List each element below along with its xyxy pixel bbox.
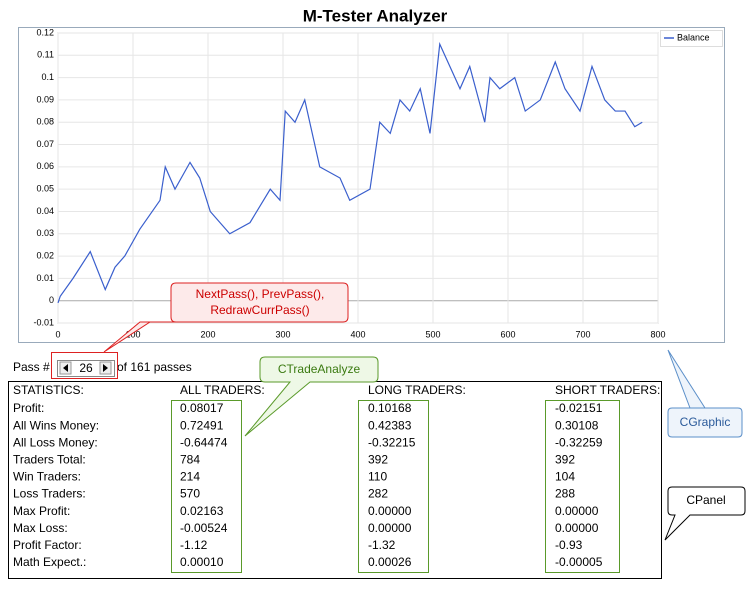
legend-box (660, 30, 723, 47)
pass-total: of 161 passes (117, 360, 192, 374)
callout-text: RedrawCurrPass() (210, 303, 309, 317)
y-tick-label: 0.05 (36, 184, 54, 194)
next-arrow (103, 364, 108, 372)
table-cell: 0.10168 (368, 401, 412, 415)
row-label: Loss Traders: (13, 487, 86, 501)
legend: Balance (660, 30, 723, 47)
table-cell: 0.00026 (368, 555, 412, 569)
table-cell: 392 (368, 452, 388, 466)
column-highlight (171, 400, 242, 573)
stats-table: STATISTICS: ALL TRADERS: LONG TRADERS: SHOR… (13, 383, 660, 569)
y-tick-label: 0.06 (36, 161, 54, 171)
callout-text: NextPass(), PrevPass(), (196, 287, 325, 301)
table-cell: 0.00000 (368, 504, 412, 518)
chart-title: M-Tester Analyzer (303, 6, 448, 25)
table-cell: 0.30108 (555, 418, 599, 432)
table-cell: 282 (368, 487, 388, 501)
graphic-callout (667, 349, 743, 438)
column-highlight (358, 400, 429, 573)
pass-label: Pass # (13, 360, 50, 374)
table-cell: 0.00010 (180, 555, 224, 569)
y-tick-label: 0.12 (36, 27, 54, 37)
y-tick-label: 0.1 (41, 72, 54, 82)
x-tick-label: 400 (350, 329, 365, 339)
table-cell: 0.72491 (180, 418, 224, 432)
stats-panel (8, 381, 662, 579)
methods-callout (103, 282, 349, 353)
legend-label: Balance (677, 32, 710, 42)
table-cell: -0.00524 (180, 521, 228, 535)
table-cell: -0.32259 (555, 435, 603, 449)
pass-number[interactable]: 26 (79, 361, 93, 375)
y-tick-label: 0.02 (36, 250, 54, 260)
table-cell: -0.64474 (180, 435, 228, 449)
y-tick-label: 0.01 (36, 273, 54, 283)
table-cell: 0.00000 (368, 521, 412, 535)
y-tick-label: 0.09 (36, 94, 54, 104)
row-label: Max Loss: (13, 521, 68, 535)
table-cell: 784 (180, 452, 200, 466)
row-label: All Loss Money: (13, 435, 98, 449)
table-header: SHORT TRADERS: (555, 383, 660, 397)
table-cell: 0.08017 (180, 401, 224, 415)
table-cell: 110 (368, 470, 387, 484)
x-tick-label: 200 (200, 329, 215, 339)
table-cell: -0.93 (555, 538, 583, 552)
table-header: ALL TRADERS: (180, 383, 265, 397)
callout-text: CGraphic (680, 415, 731, 429)
y-tick-label: 0.04 (36, 206, 54, 216)
trade-analyze-callout (244, 356, 379, 437)
table-cell: 0.02163 (180, 504, 224, 518)
y-tick-label: 0.11 (37, 50, 54, 60)
table-cell: 104 (555, 470, 575, 484)
row-label: Profit: (13, 401, 44, 415)
table-header: STATISTICS: (13, 383, 84, 397)
row-label: Max Profit: (13, 504, 70, 518)
y-tick-label: 0.08 (36, 117, 54, 127)
y-tick-label: 0 (49, 295, 54, 305)
table-cell: -1.32 (368, 538, 396, 552)
grid: -0.0100.010.020.030.040.050.060.070.080.… (33, 27, 665, 339)
row-label: Traders Total: (13, 452, 86, 466)
row-label: Win Traders: (13, 470, 81, 484)
balance-line (57, 41, 643, 304)
x-tick-label: 500 (425, 329, 440, 339)
table-cell: 0.42383 (368, 418, 412, 432)
table-cell: 392 (555, 452, 575, 466)
table-cell: -0.02151 (555, 401, 603, 415)
table-cell: -0.32215 (368, 435, 416, 449)
table-cell: 0.00000 (555, 521, 599, 535)
x-tick-label: 300 (275, 329, 290, 339)
y-tick-label: 0.03 (36, 228, 54, 238)
y-tick-label: 0.07 (36, 139, 54, 149)
panel-callout (664, 486, 746, 541)
column-highlight (545, 400, 620, 573)
x-tick-label: 600 (500, 329, 515, 339)
callout-text: CPanel (686, 493, 725, 507)
table-cell: 214 (180, 470, 200, 484)
x-tick-label: 800 (650, 329, 665, 339)
table-cell: -0.00005 (555, 555, 603, 569)
row-label: Profit Factor: (13, 538, 82, 552)
table-cell: 570 (180, 487, 200, 501)
row-label: Math Expect.: (13, 555, 86, 569)
x-tick-label: 700 (575, 329, 590, 339)
table-cell: 288 (555, 487, 575, 501)
row-label: All Wins Money: (13, 418, 99, 432)
spinner-highlight (51, 352, 118, 379)
table-cell: -1.12 (180, 538, 208, 552)
x-tick-label: 100 (125, 329, 140, 339)
table-header: LONG TRADERS: (368, 383, 466, 397)
plot (57, 41, 643, 304)
prev-arrow (63, 364, 68, 372)
x-tick-label: 0 (55, 329, 60, 339)
callout-text: CTradeAnalyze (278, 362, 361, 376)
y-tick-label: -0.01 (33, 317, 54, 327)
table-cell: 0.00000 (555, 504, 599, 518)
